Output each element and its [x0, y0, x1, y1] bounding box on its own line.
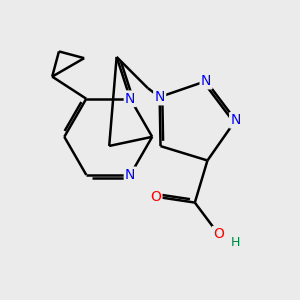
Text: N: N — [125, 92, 135, 106]
Text: H: H — [231, 236, 240, 249]
Text: N: N — [201, 74, 211, 88]
Text: O: O — [150, 190, 161, 204]
Text: N: N — [125, 168, 135, 182]
Text: N: N — [230, 113, 241, 127]
Text: N: N — [154, 90, 165, 104]
Text: O: O — [213, 227, 224, 241]
